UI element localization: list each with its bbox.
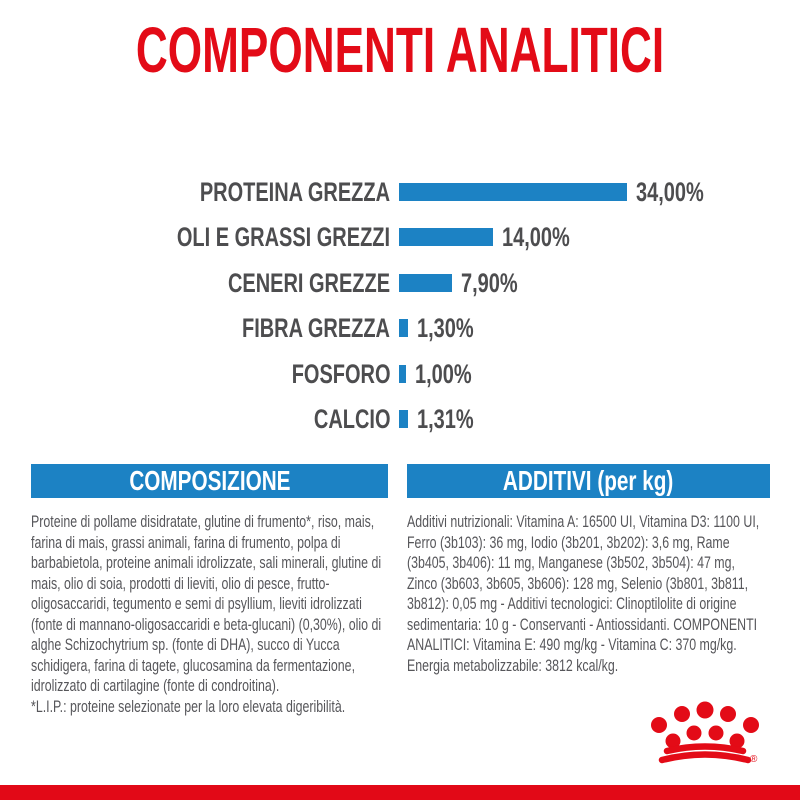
bar-value-label: 1,31% xyxy=(416,404,474,435)
chart-row: FOSFORO 1,00% xyxy=(0,351,800,397)
chart-row: FIBRA GREZZA 1,30% xyxy=(0,306,800,352)
analytical-components-bar-chart: PROTEINA GREZZA 34,00% OLI E GRASSI GREZZI… xyxy=(0,169,800,442)
additivi-body: Additivi nutrizionali: Vitamina A: 16500… xyxy=(407,512,767,676)
chart-row: OLI E GRASSI GREZZI 14,00% xyxy=(0,215,800,261)
additivi-heading: ADDITIVI (per kg) xyxy=(503,465,674,496)
bar-value-label: 14,00% xyxy=(501,222,570,253)
chart-row: CENERI GREZZE 7,90% xyxy=(0,260,800,306)
bar-value-label: 1,00% xyxy=(414,358,472,389)
additivi-text: Additivi nutrizionali: Vitamina A: 16500… xyxy=(407,513,760,675)
bar-category-label: CALCIO xyxy=(313,404,390,435)
bar xyxy=(399,364,406,383)
lip-footnote: *L.I.P.: proteine selezionate per la lor… xyxy=(31,697,346,716)
registered-trademark-icon: ® xyxy=(750,754,758,764)
composizione-body: Proteine di pollame disidratate, glutine… xyxy=(31,512,390,717)
bar-category-label: FIBRA GREZZA xyxy=(242,313,390,344)
bar xyxy=(399,228,493,247)
bar-category-label: OLI E GRASSI GREZZI xyxy=(176,222,390,253)
chart-row: CALCIO 1,31% xyxy=(0,397,800,443)
composizione-section-header: COMPOSIZIONE xyxy=(31,464,388,498)
bar xyxy=(399,182,627,201)
bar-value-label: 7,90% xyxy=(461,267,518,298)
bar-value-label: 34,00% xyxy=(636,176,704,207)
composizione-heading: COMPOSIZIONE xyxy=(128,465,291,496)
page-title: COMPONENTI ANALITICI xyxy=(135,14,665,86)
bar-value-label: 1,30% xyxy=(416,313,474,344)
footer-red-bar xyxy=(0,785,800,800)
royal-canin-crown-icon: ® xyxy=(651,701,759,764)
bar-category-label: PROTEINA GREZZA xyxy=(199,176,390,207)
bar-category-label: FOSFORO xyxy=(291,358,390,389)
chart-row: PROTEINA GREZZA 34,00% xyxy=(0,169,800,215)
bar-category-label: CENERI GREZZE xyxy=(227,267,390,298)
bar xyxy=(399,319,408,338)
bar xyxy=(399,410,408,429)
composizione-text: Proteine di pollame disidratate, glutine… xyxy=(31,513,382,695)
bar xyxy=(399,273,452,292)
additivi-section-header: ADDITIVI (per kg) xyxy=(407,464,770,498)
